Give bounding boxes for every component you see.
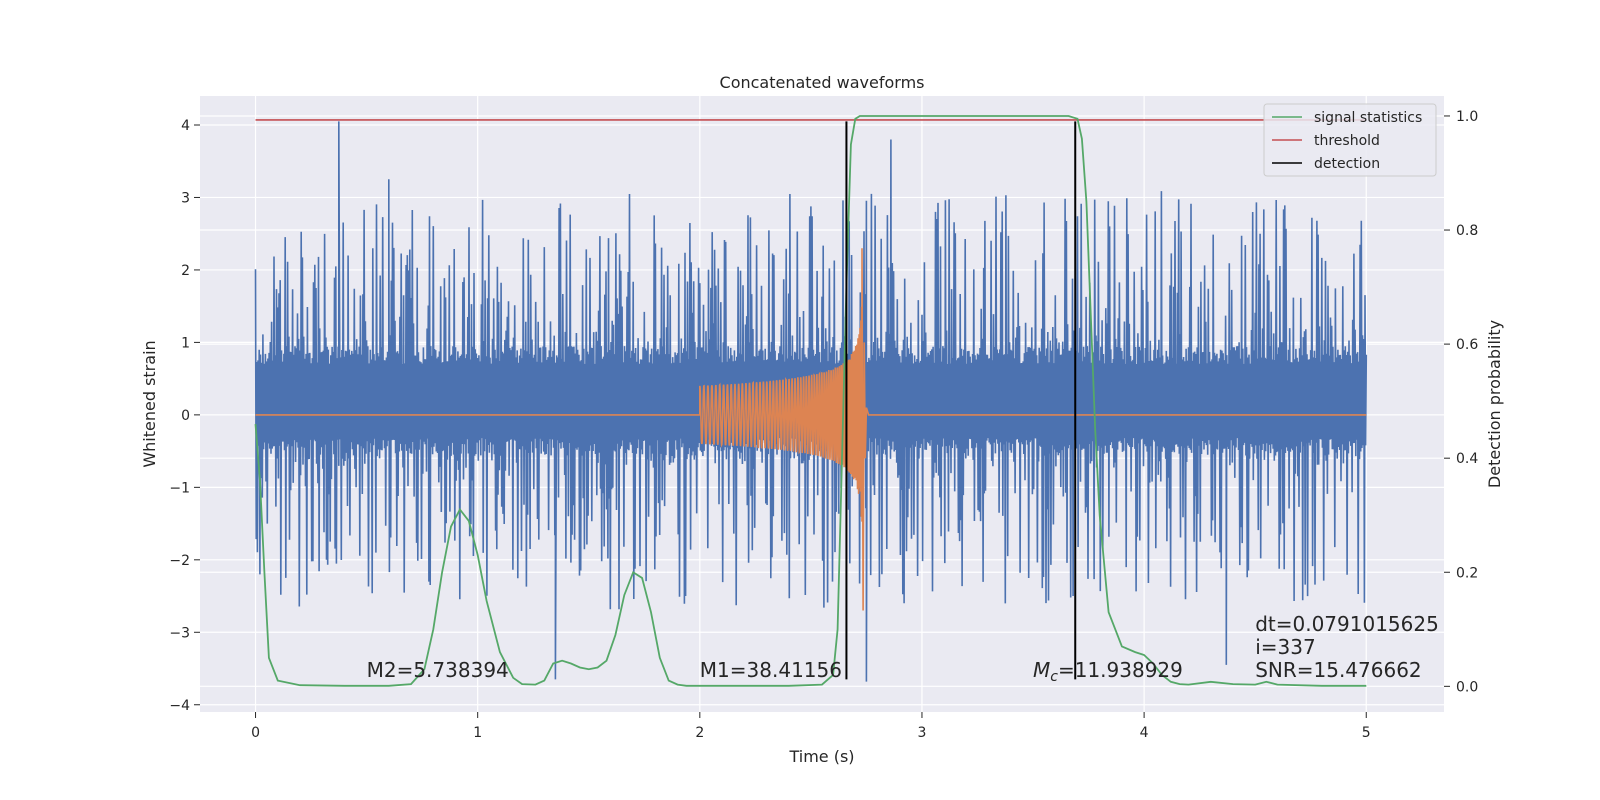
annotation-text: dt=0.0791015625 (1255, 612, 1439, 636)
x-tick-label: 1 (473, 725, 482, 741)
template-waveform-line (255, 248, 1367, 611)
x-tick-label: 0 (251, 725, 260, 741)
legend-label-threshold: threshold (1314, 133, 1380, 149)
signal-statistics-series (254, 115, 1367, 687)
annotation-text: i=337 (1255, 635, 1316, 659)
annotations: M2=5.738394 M1=38.41156 Mc=11.938929 SNR=15… (367, 612, 1439, 685)
detection-lines (845, 121, 1077, 680)
legend: signal statistics threshold detection (1263, 103, 1437, 177)
right-y-axis: 1.0 0.8 0.6 0.4 0.2 0.0 (1444, 109, 1478, 695)
x-tick-label: 3 (918, 725, 927, 741)
template-waveform-series (255, 248, 1367, 611)
y-tick-label: 3 (181, 190, 190, 206)
right-y-tick-label: 0.6 (1456, 337, 1478, 353)
noise-strain-series (254, 121, 1368, 682)
left-y-axis: 4 3 2 1 0 −1 −2 −3 −4 (169, 118, 200, 714)
x-axis: 0 1 2 3 4 5 (251, 712, 1371, 741)
annotation-text: M1=38.41156 (700, 658, 842, 682)
x-axis-label: Time (s) (788, 747, 854, 766)
right-y-tick-label: 0.4 (1456, 451, 1478, 467)
right-y-tick-label: 0.2 (1456, 565, 1478, 581)
y-tick-label: −1 (169, 480, 190, 496)
chart-title: Concatenated waveforms (720, 73, 925, 92)
y-tick-label: −4 (169, 698, 190, 714)
right-y-tick-label: 1.0 (1456, 109, 1478, 125)
legend-label-signal-statistics: signal statistics (1314, 110, 1422, 126)
signal-statistics-line (254, 115, 1367, 687)
y-tick-label: 2 (181, 263, 190, 279)
y-tick-label: −2 (169, 553, 190, 569)
right-y-axis-label: Detection probability (1485, 320, 1504, 488)
y-axis-label: Whitened strain (140, 340, 159, 467)
annotation-text: M2=5.738394 (367, 658, 509, 682)
legend-box (1263, 103, 1437, 177)
x-tick-label: 5 (1362, 725, 1371, 741)
y-tick-label: 1 (181, 335, 190, 351)
annotation-text: SNR=15.476662 (1255, 658, 1421, 682)
y-tick-label: −3 (169, 625, 190, 641)
legend-label-detection: detection (1314, 156, 1380, 172)
y-tick-label: 0 (181, 408, 190, 424)
x-tick-label: 4 (1140, 725, 1149, 741)
x-tick-label: 2 (695, 725, 704, 741)
right-y-tick-label: 0.0 (1456, 679, 1478, 695)
right-y-tick-label: 0.8 (1456, 223, 1478, 239)
y-tick-label: 4 (181, 118, 190, 134)
noise-strain-line (254, 121, 1368, 682)
annotation-text: Mc=11.938929 (1033, 658, 1183, 685)
